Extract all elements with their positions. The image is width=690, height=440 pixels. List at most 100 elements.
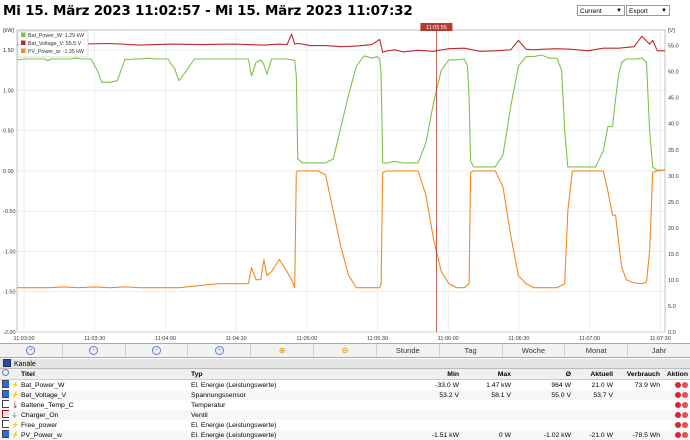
right-tick-label: 40.0: [668, 122, 679, 128]
channel-checkbox[interactable]: [2, 430, 9, 438]
channel-current: [573, 410, 615, 420]
channel-max: [461, 410, 513, 420]
zoom-in-button[interactable]: ⊕: [251, 344, 315, 357]
line-chart[interactable]: 1.50 1.00 0.50 0.00 -0.50 -1.00 -1.50 -2.00 [kW]…: [0, 18, 690, 343]
delete-icon[interactable]: [675, 411, 681, 418]
col-title[interactable]: Titel: [19, 369, 189, 380]
right-tick-label: 20.0: [668, 226, 679, 232]
time-navigation-bar: « ‹ › » ⊕ ⊖ Stunde Tag Woche Monat Jahr: [0, 343, 690, 358]
legend-swatch: [21, 48, 26, 53]
channel-avg: [513, 400, 573, 410]
double-left-icon: «: [26, 346, 36, 355]
x-axis: 11:03:00 11:03:30 11:04:00 11:04:30 11:05:00…: [14, 336, 671, 342]
channel-checkbox[interactable]: [2, 400, 9, 408]
legend-box: [17, 30, 89, 58]
select-all-header[interactable]: [0, 369, 9, 380]
right-tick-label: 55.0: [668, 44, 679, 50]
left-axis: 1.50 1.00 0.50 0.00 -0.50 -1.00 -1.50 -2.00 [kW]: [3, 28, 16, 336]
channel-title: Batterie_Temp_C: [21, 401, 74, 409]
channels-table: Titel Typ Min Max Ø Aktuell Verbrauch Ak…: [0, 369, 690, 440]
channels-section-label: Kanäle: [14, 361, 36, 368]
col-min[interactable]: Min: [399, 369, 461, 380]
col-current[interactable]: Aktuell: [573, 369, 615, 380]
edit-icon[interactable]: [682, 401, 688, 408]
channel-title: Charger_On: [19, 410, 189, 420]
range-select-value: Current: [580, 8, 602, 15]
channel-type: El. Energie (Leistungswerte): [189, 430, 399, 440]
edit-icon[interactable]: [682, 391, 688, 398]
page-first-button[interactable]: «: [0, 344, 63, 357]
channel-consumption: [615, 390, 662, 400]
channel-checkbox[interactable]: [2, 390, 9, 398]
legend-swatch: [21, 32, 26, 37]
edit-icon[interactable]: [682, 381, 688, 388]
delete-icon[interactable]: [675, 381, 681, 388]
page-next-button[interactable]: ›: [126, 344, 189, 357]
page-title: Mi 15. März 2023 11:02:57 - Mi 15. März …: [3, 3, 413, 19]
right-tick-label: 25.0: [668, 200, 679, 206]
channel-current: 53.7 V: [573, 390, 615, 400]
table-row[interactable]: ⏚ Charger_On Ventil: [0, 410, 690, 420]
channel-avg: -1.02 kW: [513, 430, 573, 440]
legend-swatch: [21, 40, 26, 45]
delete-icon[interactable]: [675, 391, 681, 398]
channel-current: [573, 400, 615, 410]
col-consumption[interactable]: Verbrauch: [615, 369, 662, 380]
delete-icon[interactable]: [675, 401, 681, 408]
channel-max: 0 W: [461, 430, 513, 440]
channel-checkbox[interactable]: [2, 380, 9, 388]
right-axis: 55.0 50.0 45.0 40.0 35.0 30.0 25.0 20.0 15.0 10.0…: [668, 28, 679, 336]
x-tick-label: 11:04:30: [226, 336, 247, 342]
right-tick-label: 0.0: [668, 330, 676, 336]
x-tick-label: 11:06:00: [438, 336, 459, 342]
zoom-out-button[interactable]: ⊖: [314, 344, 377, 357]
series-line-PV_Power_w: [17, 169, 666, 289]
period-year-button[interactable]: Jahr: [651, 346, 667, 355]
table-row[interactable]: 🌡 Batterie_Temp_C Temperatur: [0, 400, 690, 410]
col-max[interactable]: Max: [461, 369, 513, 380]
left-tick-label: 0.00: [3, 169, 14, 175]
left-tick-label: 1.00: [3, 88, 14, 94]
period-day-button[interactable]: Tag: [440, 344, 503, 357]
table-row[interactable]: ⚡ Free_power El. Energie (Leistungswerte…: [0, 420, 690, 430]
channel-checkbox[interactable]: [2, 410, 9, 418]
right-icon: ›: [152, 346, 162, 355]
export-select[interactable]: Export ▼: [626, 5, 670, 16]
channel-current: 21.0 W: [591, 381, 613, 389]
channel-checkbox[interactable]: [2, 420, 9, 428]
series-line-Bat_Power_W: [16, 54, 665, 171]
page-last-button[interactable]: »: [188, 344, 252, 357]
channel-type: Temperatur: [191, 401, 226, 409]
col-action[interactable]: Aktion: [662, 369, 690, 380]
edit-icon[interactable]: [682, 411, 688, 418]
right-unit-label: [V]: [668, 28, 675, 34]
period-week-button[interactable]: Woche: [503, 344, 566, 357]
zoom-out-icon: ⊖: [341, 346, 349, 355]
table-row[interactable]: ⚡ PV_Power_w El. Energie (Leistungswerte…: [0, 430, 690, 440]
chart-series: [16, 33, 666, 289]
chevron-down-icon: ▼: [661, 8, 667, 14]
left-tick-label: -2.00: [3, 330, 16, 336]
edit-icon[interactable]: [682, 421, 688, 428]
period-hour-button[interactable]: Stunde: [377, 344, 440, 357]
x-tick-label: 11:05:30: [367, 336, 388, 342]
thermometer-icon: 🌡: [11, 401, 19, 409]
table-row[interactable]: ⚡ Bat_Power_W El. Energie (Leistungswert…: [0, 380, 690, 391]
x-tick-label: 11:05:00: [296, 336, 317, 342]
delete-icon[interactable]: [675, 431, 681, 438]
edit-icon[interactable]: [682, 431, 688, 438]
period-month-button[interactable]: Monat: [565, 344, 629, 357]
delete-icon[interactable]: [675, 421, 681, 428]
page-prev-button[interactable]: ‹: [63, 344, 126, 357]
table-row[interactable]: ⚡ Bat_Voltage_V Spannungssensor 53.2 V 5…: [0, 390, 690, 400]
channels-section-header[interactable]: Kanäle: [0, 359, 690, 369]
channel-type: Ventil: [189, 410, 399, 420]
time-cursor[interactable]: 11:05:55: [420, 23, 453, 332]
range-select[interactable]: Current ▼: [577, 5, 625, 16]
channel-consumption: [615, 400, 662, 410]
plot-frame: [16, 29, 666, 333]
col-avg[interactable]: Ø: [513, 369, 573, 380]
col-type[interactable]: Typ: [189, 369, 399, 380]
lightning-icon: ⚡: [11, 431, 19, 439]
left-tick-label: 1.50: [3, 48, 14, 54]
